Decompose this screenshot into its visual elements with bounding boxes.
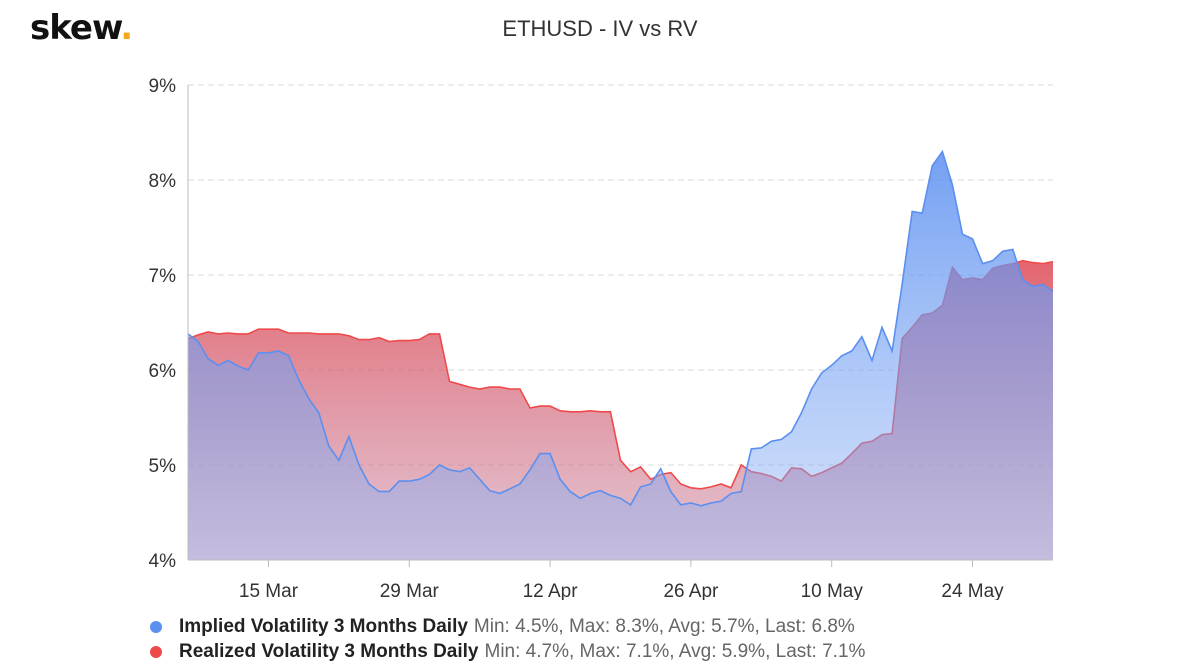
y-tick-label: 5%: [149, 456, 177, 477]
x-tick-label: 15 Mar: [239, 581, 299, 600]
y-tick-label: 7%: [149, 266, 177, 287]
legend-name-rv: Realized Volatility 3 Months Daily: [179, 640, 479, 662]
x-tick-label: 29 Mar: [380, 581, 440, 600]
legend-item-iv[interactable]: Implied Volatility 3 Months Daily Min: 4…: [150, 614, 865, 639]
chart-area: 4% 5% 6% 7% 8% 9% 15 Mar 29 Mar 12 Apr 26 Apr 10 M…: [149, 76, 1054, 600]
x-tick-label: 10 May: [801, 581, 864, 600]
legend-dot-rv: [150, 645, 162, 658]
legend-item-rv[interactable]: Realized Volatility 3 Months Daily Min: …: [150, 639, 865, 664]
x-tick-label: 12 Apr: [523, 581, 579, 600]
skew-logo: skew.: [30, 8, 133, 48]
iv-series-line: [187, 149, 1054, 507]
x-tick-label: 26 Apr: [663, 581, 719, 600]
logo-dot: .: [120, 8, 133, 48]
y-tick-label: 4%: [149, 551, 177, 572]
legend-name-iv: Implied Volatility 3 Months Daily: [179, 615, 468, 637]
legend: Implied Volatility 3 Months Daily Min: 4…: [150, 614, 865, 664]
x-tick-label: 24 May: [941, 581, 1004, 600]
logo-text: skew: [30, 8, 121, 48]
legend-dot-iv: [150, 620, 162, 633]
iv-series-area: [188, 151, 1053, 560]
axes: 4% 5% 6% 7% 8% 9% 15 Mar 29 Mar 12 Apr 26 Apr 10 M…: [149, 76, 1053, 600]
legend-stats-rv: Min: 4.7%, Max: 7.1%, Avg: 5.9%, Last: 7…: [484, 640, 866, 662]
series-layer: [187, 149, 1054, 560]
y-tick-label: 8%: [149, 171, 177, 192]
legend-stats-iv: Min: 4.5%, Max: 8.3%, Avg: 5.7%, Last: 6…: [473, 615, 855, 637]
y-tick-label: 6%: [149, 361, 177, 382]
chart-title: ETHUSD - IV vs RV: [502, 16, 698, 41]
y-tick-label: 9%: [149, 76, 177, 97]
